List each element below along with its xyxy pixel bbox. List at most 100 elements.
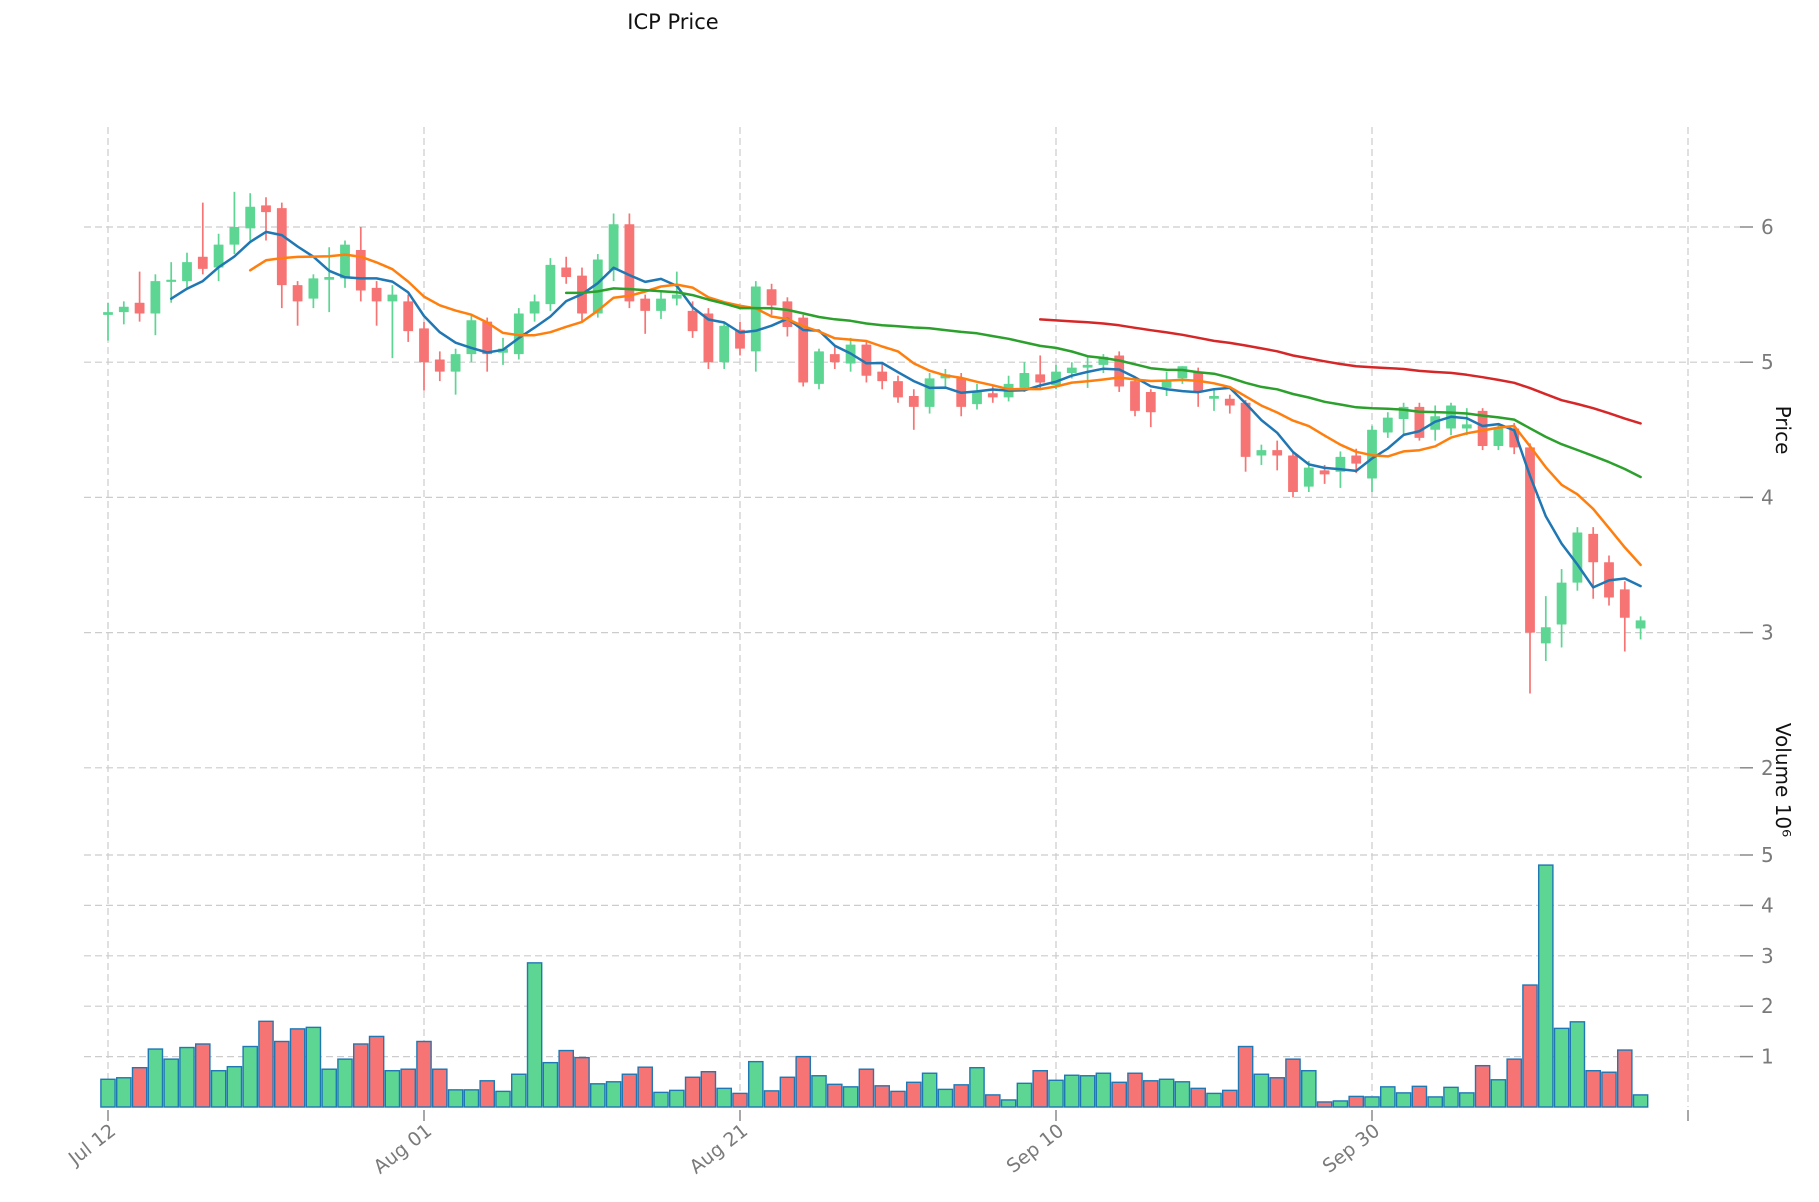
volume-tick-labels: 5 4 3 2 1 (1740, 843, 1774, 1069)
volume-bar (937, 1088, 954, 1108)
volume-bar (353, 1043, 369, 1108)
date-tick-label: Sep 30 (1319, 1120, 1385, 1178)
price-axis-label: Price (1771, 405, 1795, 455)
candle-body (118, 306, 129, 313)
date-tick-label: Aug 21 (685, 1120, 752, 1179)
volume-bar (1079, 1075, 1096, 1108)
candle-body (829, 354, 840, 363)
candle-body (735, 329, 745, 349)
volume-bar (1474, 1064, 1491, 1108)
moving-average-lines (169, 230, 1642, 589)
volume-bar (337, 1058, 353, 1108)
candle-body (924, 378, 935, 407)
candle-body (355, 249, 366, 291)
candle-body (1509, 428, 1520, 448)
volume-bar (463, 1089, 480, 1108)
date-tick-labels: Jul 12 Aug 01 Aug 21 Sep 10 Sep 30 (64, 1110, 1689, 1179)
candle-body (466, 320, 477, 355)
date-tick-label: Aug 01 (369, 1120, 436, 1179)
candle-body (245, 206, 256, 229)
candle-body (529, 301, 540, 314)
candle-body (640, 298, 651, 311)
volume-bar (1016, 1082, 1033, 1108)
candle-body (1461, 424, 1472, 429)
volume-bar (921, 1072, 938, 1108)
volume-bar (1127, 1072, 1143, 1108)
candle-body (766, 289, 777, 306)
candle-body (434, 359, 445, 372)
volume-bar (985, 1094, 1001, 1108)
volume-bar (1443, 1086, 1459, 1108)
ma-line-5 (169, 230, 1642, 589)
volume-bar (906, 1081, 922, 1108)
ma-line-30 (564, 287, 1642, 479)
volume-bar (874, 1085, 890, 1108)
candle-body (1477, 410, 1488, 447)
volume-bar (1553, 1027, 1570, 1108)
gridlines (84, 127, 1742, 1107)
volume-bar (210, 1070, 227, 1108)
candle-body (671, 294, 682, 299)
price-tick-label: 4 (1761, 485, 1774, 509)
candle-body (703, 313, 714, 363)
volume-bar (1237, 1045, 1254, 1108)
volume-bar (1063, 1074, 1080, 1108)
volume-bar (1111, 1081, 1127, 1108)
volume-bar (653, 1091, 669, 1108)
volume-bar (842, 1086, 859, 1108)
volume-tick-label: 5 (1761, 843, 1774, 867)
candle-body (1035, 374, 1046, 383)
candle-body (972, 390, 982, 405)
volume-bar (495, 1090, 511, 1108)
candle-body (1066, 367, 1077, 374)
candle-body (592, 259, 603, 314)
volume-bar (558, 1049, 574, 1108)
volume-bar (479, 1080, 496, 1108)
candle-body (782, 301, 793, 328)
candle-body (387, 294, 398, 302)
candle-body (1635, 620, 1646, 629)
candle-body (1019, 373, 1030, 388)
candle-body (1588, 533, 1599, 563)
candle-body (1319, 470, 1330, 475)
volume-bar (1348, 1095, 1364, 1108)
volume-bar (1458, 1092, 1475, 1108)
date-tick-label: Jul 12 (64, 1120, 120, 1171)
volume-bar (795, 1055, 811, 1108)
volume-tick-label: 4 (1761, 893, 1774, 917)
candle-body (1556, 582, 1567, 625)
volume-bar (1616, 1049, 1633, 1108)
candle-body (908, 396, 919, 407)
date-tick-label: Sep 10 (1003, 1120, 1069, 1178)
candle-body (1145, 391, 1156, 413)
chart-title: ICP Price (627, 10, 719, 34)
candle-body (624, 224, 635, 302)
volume-bar (827, 1083, 843, 1108)
volume-bar (526, 962, 543, 1108)
ma-line-10 (248, 253, 1642, 567)
candle-body (371, 287, 382, 302)
volume-bar (163, 1058, 180, 1108)
volume-bar (179, 1046, 195, 1108)
volume-bar (226, 1065, 243, 1108)
candle-body (861, 344, 872, 376)
volume-bar (447, 1089, 464, 1108)
candle-body (197, 256, 208, 269)
candle-body (324, 277, 335, 280)
candle-body (182, 262, 192, 282)
candle-body (482, 321, 493, 355)
volume-axis-label: Volume 10⁶ (1771, 722, 1795, 838)
volume-bar (1569, 1021, 1586, 1108)
candle-body (1082, 364, 1093, 368)
volume-bar (1269, 1077, 1285, 1108)
candle-body (1240, 402, 1251, 457)
volume-bar (511, 1073, 527, 1108)
volume-bar (115, 1077, 132, 1108)
volume-bars (100, 864, 1649, 1108)
volume-bar (1206, 1092, 1222, 1108)
volume-bar (242, 1045, 259, 1108)
volume-bar (1537, 864, 1554, 1108)
volume-bar (1395, 1092, 1412, 1108)
volume-bar (1364, 1096, 1380, 1108)
